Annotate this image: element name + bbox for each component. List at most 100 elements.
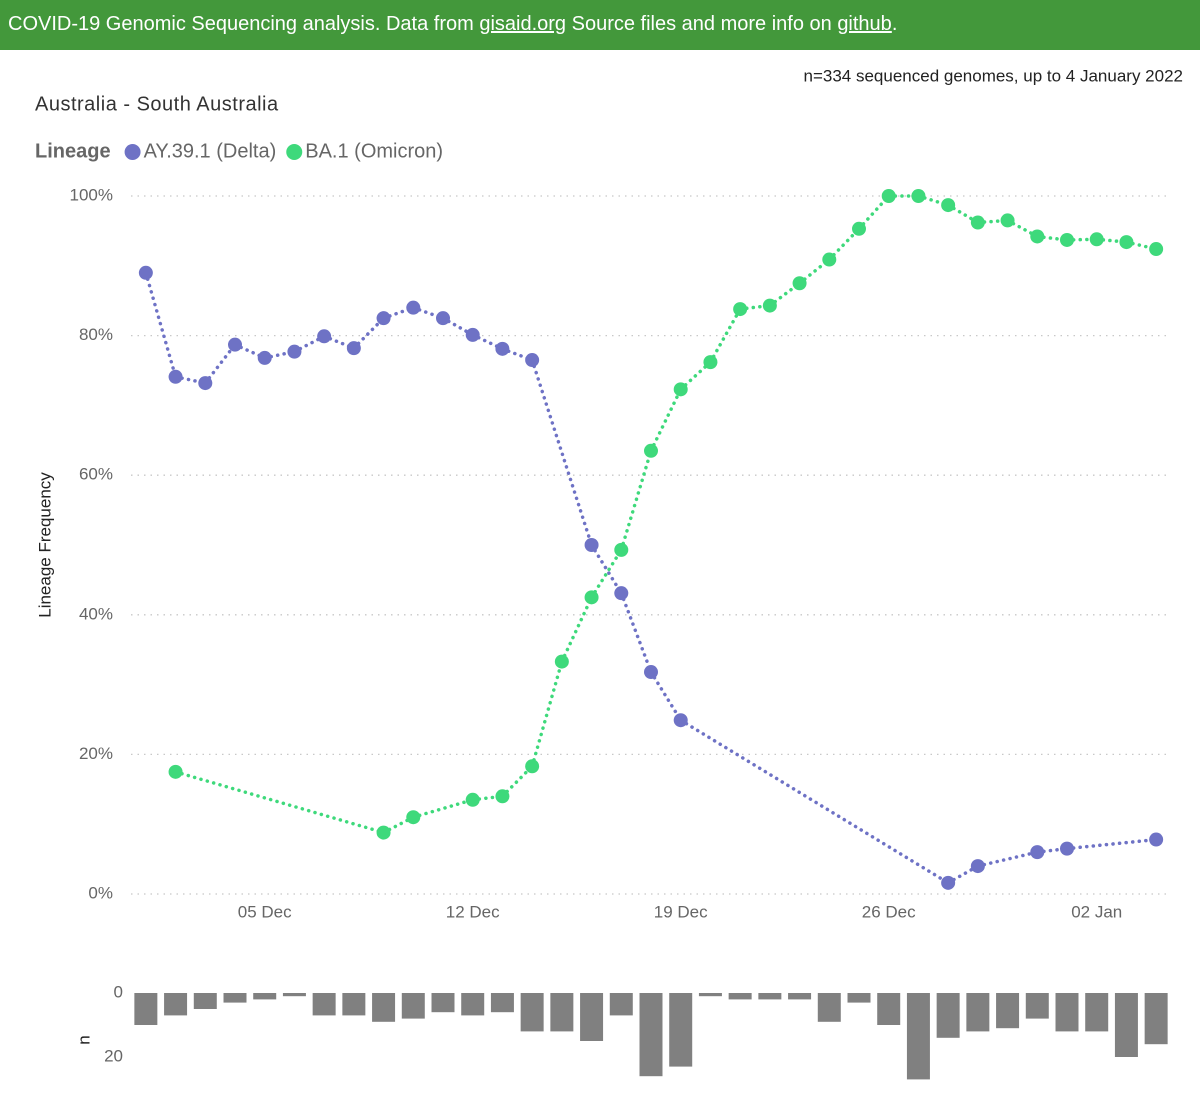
line-segment [678,718,950,885]
data-point [257,350,272,365]
data-point [495,789,510,804]
bar [996,993,1020,1029]
data-point [525,759,540,774]
bar [817,993,841,1022]
line-segment [589,548,624,600]
line-segment [530,659,564,769]
data-point [970,215,985,230]
y-tick-label: 40% [79,604,113,623]
data-point [317,329,332,344]
line-segment [530,358,594,547]
y-tick-label: 20% [79,744,113,763]
data-point [406,810,421,825]
line-segment [649,387,683,453]
x-tick-label: 26 Dec [862,902,916,921]
data-point [465,327,480,342]
x-tick-label: 05 Dec [238,902,292,921]
annotation: n=334 sequenced genomes, up to 4 January… [804,66,1184,85]
data-point [168,764,183,779]
bar [372,993,396,1022]
line-segment [411,798,475,819]
bar [669,993,693,1067]
line-segment [352,316,386,350]
bar [847,993,871,1003]
data-point [376,825,391,840]
line-segment [500,764,534,799]
data-point [465,792,480,807]
bar [966,993,990,1032]
data-point [792,276,807,291]
line-segment [1065,837,1158,851]
bar [134,993,158,1025]
data-point [1030,229,1045,244]
legend-title: Lineage [35,140,111,162]
bar [164,993,188,1016]
github-link[interactable]: github [837,13,892,35]
bar [282,993,306,997]
data-point [644,665,658,680]
bar [490,993,514,1013]
data-point [495,341,510,356]
line-segment [649,670,683,722]
data-point [1060,841,1074,856]
x-tick-label: 12 Dec [446,902,500,921]
data-point [614,586,629,601]
data-point [614,542,629,557]
y-tick-label: 100% [70,185,113,204]
y-tick-label: 0 [114,982,123,1001]
x-tick-label: 19 Dec [654,902,708,921]
data-point [1119,235,1134,250]
data-point [168,369,183,384]
bar [1025,993,1049,1019]
bar [520,993,544,1032]
data-point [138,265,153,280]
gisaid-link[interactable]: gisaid.org [479,13,567,35]
data-point [970,859,985,874]
x-tick-label: 02 Jan [1071,902,1122,921]
bar [580,993,604,1041]
data-point [584,590,599,605]
data-point [525,353,540,368]
bar [253,993,277,1000]
data-point [346,341,361,356]
line-segment [144,271,178,379]
bar [758,993,782,1000]
data-point [406,300,421,315]
y-axis-label: Lineage Frequency [35,472,54,618]
banner-text: . [891,13,898,35]
bar [342,993,366,1016]
data-point [673,382,688,397]
bar [1144,993,1168,1045]
data-point [644,443,658,458]
data-point [881,189,896,203]
bar [461,993,485,1016]
bar [401,993,425,1019]
data-point [941,198,956,213]
data-point [762,298,777,313]
data-point [822,252,837,267]
bar [639,993,663,1077]
bar [906,993,930,1080]
banner-text: COVID-19 Genomic Sequencing analysis. Da… [8,13,480,35]
bar [312,993,336,1016]
banner: COVID-19 Genomic Sequencing analysis. Da… [0,0,1200,50]
line-segment [827,227,861,262]
data-point [703,355,718,370]
line-segment [173,770,386,835]
data-point [198,376,213,391]
chart-title: Australia - South Australia [35,93,279,115]
bar [550,993,574,1032]
legend-label: AY.39.1 (Delta) [144,140,277,162]
y-tick-label: 0% [88,883,113,902]
data-point [228,337,242,352]
line-segment [203,342,237,385]
data-point [1060,232,1074,247]
y-tick-label: 60% [79,465,113,484]
data-point [1149,242,1164,257]
bar [609,993,633,1016]
line-segment [619,449,653,552]
line-segment [976,850,1040,868]
bar [1055,993,1079,1032]
